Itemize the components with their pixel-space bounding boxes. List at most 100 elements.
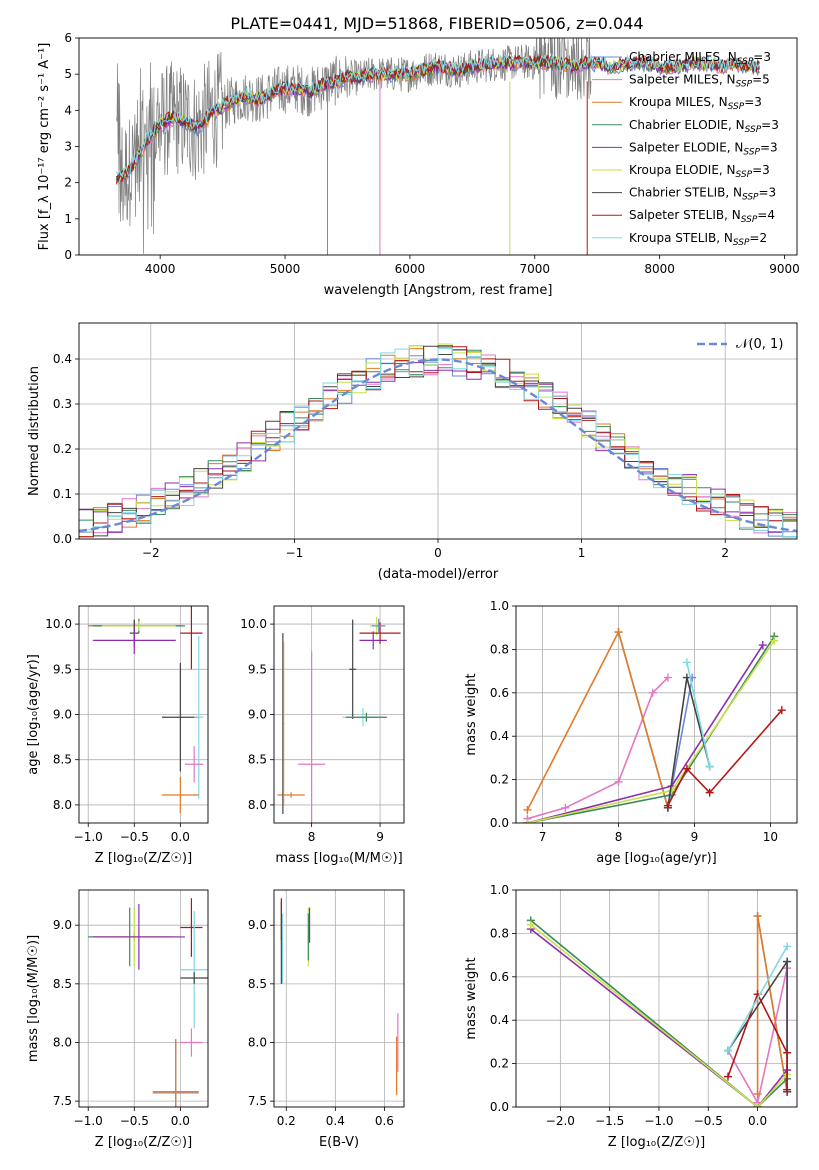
axis-ticks: 4000 5000 6000 7000 8000 9000 0 1 2 3 4 5 6	[64, 31, 799, 276]
y-tick-label: 1.0	[490, 883, 509, 897]
y-tick-label: 7.5	[248, 1094, 267, 1108]
x-tick-label: −1.0	[74, 1114, 103, 1128]
x-tick-label: −0.5	[694, 1114, 723, 1128]
x-tick-label: 8000	[644, 262, 675, 276]
grid-lines	[274, 890, 404, 1107]
model-spectrum-line	[116, 53, 760, 178]
y-tick-label: 1.0	[490, 599, 509, 613]
x-axis-label: Z [log₁₀(Z/Z☉)]	[608, 1135, 705, 1150]
y-tick-label: 0.0	[490, 816, 509, 830]
y-tick-label: 0.4	[53, 352, 72, 366]
x-tick-label: 0.0	[171, 1114, 190, 1128]
axes-frame	[273, 889, 405, 1108]
plot-area	[88, 898, 208, 1107]
series-point	[723, 1046, 732, 1055]
y-tick-label: 8.0	[248, 798, 267, 812]
histogram-step	[79, 347, 797, 537]
legend-subscript: SSP	[736, 80, 753, 90]
y-tick-label: 0	[64, 248, 72, 262]
axes-frame	[515, 889, 798, 1108]
series-point	[648, 688, 657, 697]
x-tick-label: 8	[308, 830, 316, 844]
legend-entry: Chabrier MILES, NSSP=3	[629, 50, 771, 67]
legend-subscript: SSP	[733, 238, 750, 248]
series-point	[777, 706, 786, 715]
series-line	[686, 662, 711, 767]
legend-value: =5	[752, 73, 770, 87]
y-tick-label: 0.6	[490, 970, 509, 984]
x-tick-label: 0.6	[375, 1114, 394, 1128]
axis-ticks: −2.0 −1.5 −1.0 −0.5 0.0 0.0 0.2 0.4 0.6 0.8 1.0	[490, 883, 767, 1128]
x-tick-label: 0.0	[171, 830, 190, 844]
spectrum-panel: 4000 5000 6000 7000 8000 9000 0 1 2 3 4 5 6 wavelengt…	[37, 31, 800, 298]
legend-value: =2	[749, 231, 767, 245]
series-line	[727, 946, 788, 1051]
legend-value: =3	[761, 118, 779, 132]
series-line	[667, 709, 783, 806]
y-tick-label: 8.0	[248, 1035, 267, 1049]
y-tick-label: 1	[64, 212, 72, 226]
legend-entry: Chabrier ELODIE, NSSP=3	[629, 118, 779, 135]
y-tick-label: 0.4	[490, 1013, 509, 1027]
series-line	[526, 629, 669, 811]
legend-subscript: SSP	[736, 170, 753, 180]
legend-value: =3	[744, 95, 762, 109]
y-tick-label: 8.0	[53, 798, 72, 812]
y-tick-label: 2	[64, 176, 72, 190]
series-point	[682, 658, 691, 667]
age-vs-Z-panel: −1.0 −0.5 0.0 8.0 8.5 9.0 9.5 10.0 Z [log₁₀(Z/Z☉…	[26, 605, 209, 866]
x-tick-label: 0.4	[326, 1114, 345, 1128]
y-tick-label: 0.2	[490, 773, 509, 787]
y-tick-label: 0.2	[53, 442, 72, 456]
gaussian-curve	[79, 358, 797, 533]
legend-subscript: SSP	[737, 57, 754, 67]
x-tick-label: 0.0	[748, 1114, 767, 1128]
legend-subscript: SSP	[745, 125, 762, 135]
series-point	[667, 786, 676, 795]
y-tick-label: 8.5	[248, 977, 267, 991]
weight-vs-age-panel: 7 8 9 10 0.0 0.2 0.4 0.6 0.8 1.0 age [log₁₀(age/yr…	[464, 599, 798, 866]
series-point	[723, 1072, 732, 1081]
x-tick-label: −1.0	[74, 830, 103, 844]
y-axis-label: mass [log₁₀(M/M☉)]	[26, 935, 41, 1062]
axes-frame	[78, 605, 209, 824]
legend-entry: Kroupa MILES, NSSP=3	[629, 95, 762, 112]
x-axis-label: wavelength [Angstrom, rest frame]	[324, 283, 553, 298]
legend: Chabrier MILES, NSSP=3 Salpeter MILES, NS…	[592, 50, 779, 248]
y-axis-label: Flux [f_λ 10⁻¹⁷ erg cm⁻² s⁻¹ A⁻¹]	[37, 43, 52, 251]
x-tick-label: 7	[539, 830, 547, 844]
series-line	[527, 677, 669, 820]
legend-subscript: SSP	[728, 102, 745, 112]
legend-entry: Chabrier STELIB, NSSP=3	[629, 186, 776, 203]
x-tick-label: 10	[763, 830, 778, 844]
y-axis-label: mass weight	[464, 673, 479, 755]
series-point	[758, 641, 767, 650]
series-line	[530, 919, 788, 1107]
series-point	[561, 803, 570, 812]
y-tick-label: 0.4	[490, 729, 509, 743]
axis-ticks: −1.0 −0.5 0.0 7.5 8.0 8.5 9.0	[53, 918, 190, 1128]
y-tick-label: 0.6	[490, 686, 509, 700]
x-tick-label: −0.5	[120, 1114, 149, 1128]
series-point	[753, 1089, 762, 1098]
series-point	[526, 920, 535, 929]
legend-entry: Salpeter STELIB, NSSP=4	[629, 208, 775, 225]
plot-area	[88, 606, 204, 814]
y-tick-label: 7.5	[53, 1094, 72, 1108]
series-line	[530, 928, 788, 1107]
y-tick-label: 9.5	[248, 662, 267, 676]
series-point	[614, 777, 623, 786]
x-axis-label: (data-model)/error	[378, 567, 499, 582]
legend-entry: 𝒩(0, 1)	[736, 337, 783, 352]
series-point	[783, 1085, 792, 1094]
plot-area	[523, 628, 786, 823]
x-axis-label: mass [log₁₀(M/M☉)]	[275, 851, 402, 866]
legend-subscript: SSP	[741, 215, 758, 225]
plot-area	[277, 616, 401, 823]
grid-lines	[274, 606, 404, 823]
y-tick-label: 0.2	[490, 1057, 509, 1071]
y-axis-label: mass weight	[464, 957, 479, 1039]
x-axis-label: E(B-V)	[319, 1135, 359, 1150]
y-tick-label: 4	[64, 103, 72, 117]
legend-entry: Salpeter ELODIE, NSSP=3	[629, 140, 778, 157]
